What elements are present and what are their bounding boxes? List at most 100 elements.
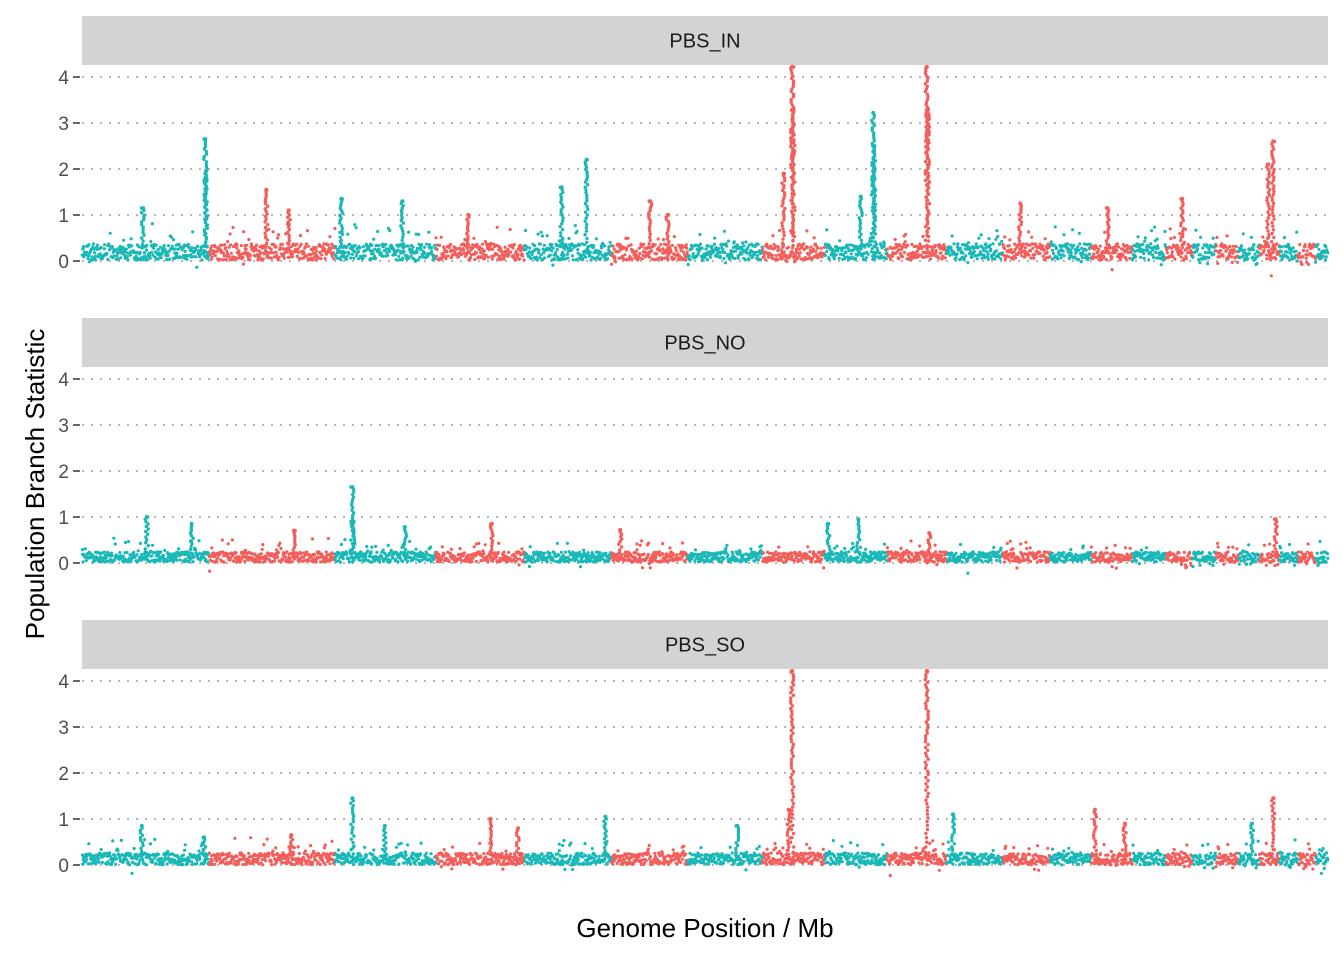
data-point [347,252,351,256]
data-point [290,560,294,564]
data-point [199,248,203,252]
data-point [235,243,239,247]
data-point [1261,235,1265,239]
data-point [782,218,786,222]
data-point [1181,226,1186,231]
data-point [924,120,929,124]
data-point [1014,256,1018,260]
data-point [926,239,931,243]
data-point [125,550,129,555]
peak-point [339,196,344,201]
data-point [482,249,486,253]
data-point [961,251,965,255]
data-point [227,245,231,249]
data-point [583,233,587,237]
data-point [377,243,381,248]
data-point [1098,244,1102,248]
data-point [339,542,343,547]
data-point [446,254,450,258]
data-point [647,242,651,246]
data-point [381,254,385,258]
data-point [135,553,139,557]
data-point [591,244,596,248]
data-point [343,538,347,542]
data-point [741,553,745,557]
data-point [790,251,794,255]
data-point [937,256,941,260]
data-point [162,244,166,248]
data-point [185,257,189,261]
data-point [1302,249,1306,253]
data-point [797,254,801,258]
data-point [197,539,201,543]
data-point [529,257,533,261]
data-point [927,192,931,196]
data-point [87,254,91,258]
data-point [740,252,744,256]
data-point [1304,256,1308,260]
data-point [314,249,318,253]
data-point [439,557,444,562]
data-point [324,550,328,554]
data-point [545,234,549,238]
data-point [670,243,674,247]
data-point [903,240,907,244]
data-point [265,251,270,255]
data-point [1280,245,1284,249]
data-point [326,536,330,541]
data-point [1152,255,1156,260]
data-point [261,543,265,547]
facet-strip [82,16,1328,65]
data-point [658,248,662,252]
peak-point [203,137,208,142]
data-point [1165,251,1169,255]
data-point [1115,248,1119,252]
data-point [465,240,469,244]
data-point [222,560,226,564]
data-point [550,242,554,247]
data-point [1018,242,1022,246]
data-point [248,254,252,258]
data-point [83,547,87,551]
data-point [1271,244,1276,249]
data-point [1076,245,1080,249]
data-point [1235,260,1239,264]
data-point [486,255,490,259]
data-point [958,246,963,250]
data-point [878,251,882,255]
data-point [209,257,213,261]
data-point [193,548,198,552]
data-point [297,250,301,254]
data-point [516,253,520,257]
data-point [540,234,545,238]
data-point [409,254,413,258]
data-point [1216,261,1220,265]
data-point [777,246,781,250]
peak-point [1180,196,1185,201]
data-point [777,552,782,556]
data-point [99,245,103,250]
data-point [1262,248,1266,252]
data-point [718,251,722,255]
data-point [743,258,748,262]
data-point [234,551,238,555]
data-point [1321,254,1325,258]
data-point [1048,255,1052,259]
data-point [933,244,937,248]
data-point [84,253,88,257]
data-point [845,243,849,247]
data-point [613,257,617,261]
peak-point [204,169,208,174]
data-point [781,560,786,564]
data-point [1279,250,1283,254]
data-point [499,246,503,250]
data-point [249,242,253,246]
data-point [372,237,376,241]
data-point [538,242,542,246]
data-point [1301,255,1305,259]
data-point [1270,231,1274,236]
data-point [222,254,226,258]
data-point [124,247,128,251]
data-point [399,224,403,228]
data-point [397,254,401,258]
